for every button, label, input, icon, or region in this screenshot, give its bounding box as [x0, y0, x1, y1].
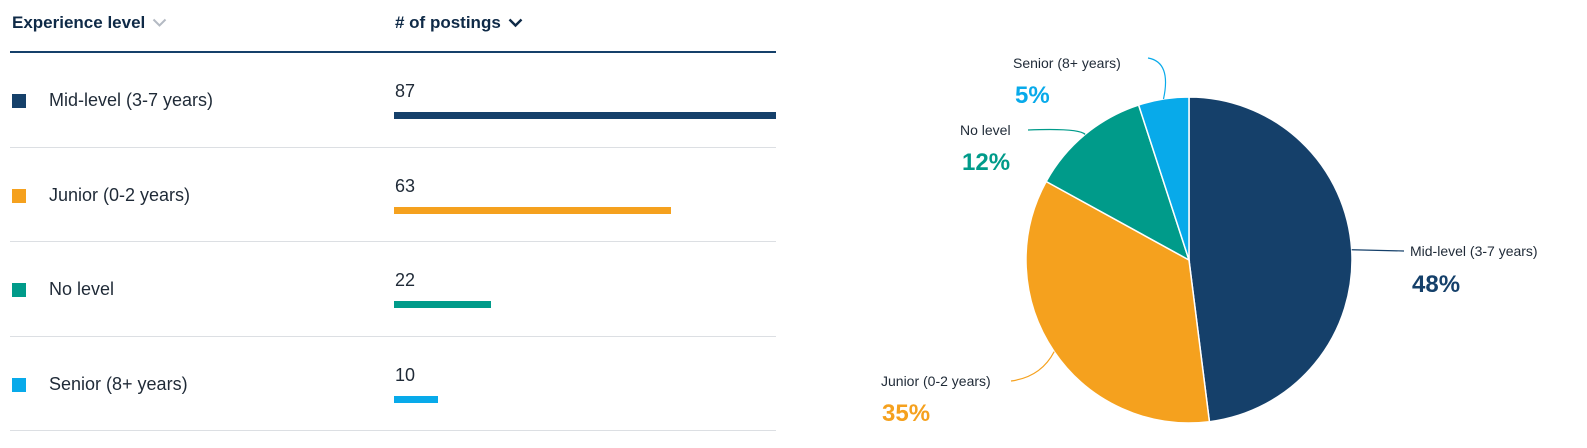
count-bar — [394, 395, 438, 403]
count-bar — [394, 112, 776, 119]
callout-leader — [1351, 249, 1405, 252]
experience-level-header-label: Experience level — [12, 13, 146, 32]
row-label: Junior (0-2 years) — [49, 184, 191, 205]
postings-table: Experience level # of postings Mid-level… — [10, 0, 776, 431]
row-count: 22 — [395, 270, 416, 290]
postings-column-header[interactable]: # of postings — [395, 13, 523, 33]
row-count: 10 — [395, 364, 416, 385]
row-label: Mid-level (3-7 years) — [49, 90, 214, 110]
slice-percent: 48% — [1412, 271, 1460, 298]
count-bar — [394, 206, 671, 214]
slice-percent: 12% — [962, 149, 1010, 176]
slice-percent: 5% — [1015, 82, 1050, 109]
pie-slice-2[interactable] — [1045, 104, 1191, 262]
legend-swatch — [12, 283, 26, 297]
pie-slices — [1025, 96, 1353, 424]
row-count: 63 — [395, 175, 416, 196]
callout-leader — [1010, 351, 1055, 382]
table-row[interactable]: No level 22 — [10, 242, 776, 337]
slice-label: No level — [960, 122, 1011, 138]
legend-swatch — [12, 94, 26, 108]
table-header: Experience level # of postings — [10, 0, 776, 53]
chevron-down-icon[interactable] — [152, 18, 167, 28]
chevron-down-icon[interactable] — [508, 18, 523, 28]
table-row[interactable]: Junior (0-2 years) 63 — [10, 148, 776, 242]
slice-label: Mid-level (3-7 years) — [1410, 243, 1538, 259]
row-count: 87 — [395, 81, 416, 101]
legend-swatch — [12, 377, 26, 392]
pie-chart: Mid-level (3-7 years) 48% Junior (0-2 year… — [800, 0, 1587, 448]
slice-label: Junior (0-2 years) — [881, 373, 991, 389]
slice-label: Senior (8+ years) — [1013, 55, 1121, 71]
row-label: Senior (8+ years) — [49, 373, 188, 394]
table-row[interactable]: Senior (8+ years) 10 — [10, 337, 776, 431]
pie-slice-0[interactable] — [1188, 96, 1353, 423]
pie-callouts: Mid-level (3-7 years) 48% Junior (0-2 year… — [881, 55, 1538, 427]
callout-leader — [1027, 128, 1086, 135]
legend-swatch — [12, 188, 26, 203]
table-body: Mid-level (3-7 years) 87 Junior (0-2 yea… — [10, 53, 776, 431]
postings-header-label: # of postings — [395, 13, 501, 32]
row-label: No level — [49, 279, 115, 299]
slice-percent: 35% — [882, 400, 930, 427]
callout-leader — [1147, 57, 1167, 100]
pie-slice-3[interactable] — [1137, 96, 1190, 261]
count-bar — [394, 301, 491, 308]
table-row[interactable]: Mid-level (3-7 years) 87 — [10, 53, 776, 148]
pie-chart-svg: Mid-level (3-7 years) 48% Junior (0-2 year… — [881, 55, 1538, 427]
experience-level-column-header[interactable]: Experience level — [12, 13, 167, 33]
